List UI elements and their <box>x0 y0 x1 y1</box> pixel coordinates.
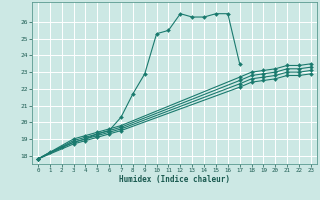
X-axis label: Humidex (Indice chaleur): Humidex (Indice chaleur) <box>119 175 230 184</box>
